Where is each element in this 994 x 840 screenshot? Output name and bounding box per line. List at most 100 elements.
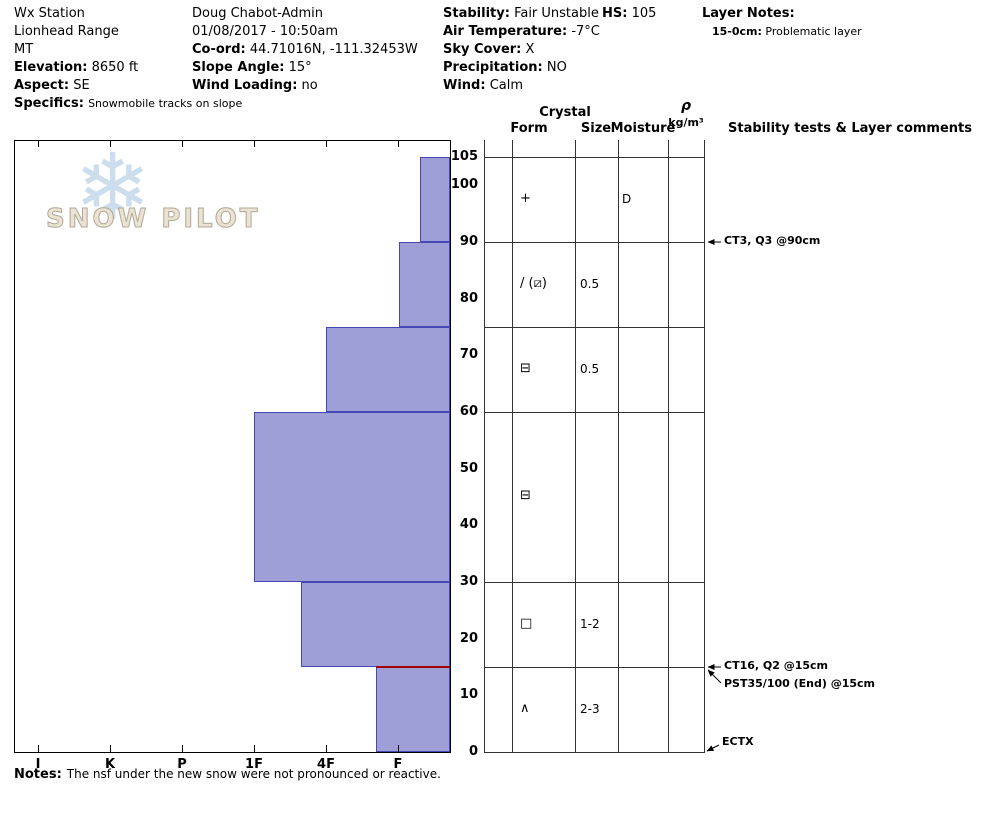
field-label: Air Temperature:	[443, 24, 568, 39]
notes: Notes: The nsf under the new snow were no…	[14, 763, 441, 782]
col-header-density-symbol: ρ	[680, 98, 692, 114]
test-arrow	[707, 669, 722, 684]
table-grid-hline	[484, 327, 705, 328]
hardness-axis-tick-bottom	[110, 745, 111, 752]
test-arrow	[706, 744, 720, 752]
hardness-axis-tick-bottom	[326, 745, 327, 752]
depth-label: 10	[459, 687, 478, 702]
hardness-axis-label: 1F	[245, 757, 263, 772]
field-label: 15-0cm:	[712, 25, 762, 38]
depth-label: 60	[459, 404, 478, 419]
snowflake-icon: ❄	[74, 134, 152, 241]
header-column-hs: HS: 105	[602, 5, 656, 23]
field-label: Aspect:	[14, 78, 70, 93]
header-field: Slope Angle: 15°	[192, 59, 418, 77]
depth-label: 90	[459, 234, 478, 249]
layer-bar	[420, 157, 450, 242]
header-field: Stability: Fair Unstable	[443, 5, 600, 23]
table-grid-vline	[575, 140, 576, 753]
field-value: NO	[546, 60, 567, 75]
depth-label: 100	[450, 177, 478, 192]
stability-test-label: CT3, Q3 @90cm	[724, 234, 821, 247]
problematic-layer-line	[376, 666, 450, 668]
table-grid-vline	[704, 140, 705, 753]
header-field: Wind: Calm	[443, 77, 600, 95]
field-value: X	[525, 42, 535, 57]
field-label: Precipitation:	[443, 60, 543, 75]
field-value: 15°	[288, 60, 312, 75]
header-field: Sky Cover: X	[443, 41, 600, 59]
field-label: Wind:	[443, 78, 486, 93]
header-field: MT	[14, 41, 242, 59]
hardness-axis-tick-bottom	[398, 745, 399, 752]
hardness-axis-tick-top	[182, 141, 183, 147]
hardness-axis-tick-bottom	[38, 745, 39, 752]
hardness-axis-tick-top	[38, 141, 39, 147]
hardness-axis-label: K	[104, 757, 116, 772]
crystal-size-value: 0.5	[580, 362, 600, 376]
hardness-axis-tick-top	[110, 141, 111, 147]
field-label: Sky Cover:	[443, 42, 522, 57]
stability-test-label: ECTX	[722, 735, 754, 748]
col-header-form: Form	[510, 121, 548, 136]
notes-label: Notes:	[14, 767, 62, 782]
field-value: MT	[14, 42, 34, 57]
crystal-size-value: 1-2	[580, 617, 600, 631]
header-field: Wx Station	[14, 5, 242, 23]
watermark-text: SNOW PILOT	[46, 204, 261, 235]
col-header-density-units: kg/m³	[668, 116, 704, 129]
notes-text: The nsf under the new snow were not pron…	[66, 767, 441, 781]
field-value: 8650 ft	[91, 60, 139, 75]
table-grid-hline	[484, 242, 705, 243]
header-column-conditions: Stability: Fair Unstable Air Temperature:…	[443, 5, 600, 95]
hardness-axis-tick-top	[398, 141, 399, 147]
field-value: 105	[631, 6, 657, 21]
depth-label: 40	[459, 517, 478, 532]
crystal-form-symbol: ⊟	[520, 488, 531, 503]
header-column-layer-notes: Layer Notes: 15-0cm: Problematic layer	[702, 5, 862, 40]
field-value: Fair Unstable	[514, 6, 599, 21]
header-column-location: Wx Station Lionhead Range MT Elevation: 865…	[14, 5, 242, 113]
hardness-axis-label: F	[393, 757, 403, 772]
field-value: Lionhead Range	[14, 24, 119, 39]
header-field: 15-0cm: Problematic layer	[702, 23, 862, 40]
depth-label: 80	[459, 291, 478, 306]
depth-label: 20	[459, 631, 478, 646]
header-field: Aspect: SE	[14, 77, 242, 95]
depth-label: 0	[468, 744, 478, 759]
header-field: Doug Chabot-Admin	[192, 5, 418, 23]
hardness-axis-tick-bottom	[254, 745, 255, 752]
hardness-axis-label: P	[177, 757, 187, 772]
header-field: Lionhead Range	[14, 23, 242, 41]
header-field: Air Temperature: -7°C	[443, 23, 600, 41]
table-grid-hline	[484, 157, 705, 158]
moisture-value: D	[622, 192, 632, 206]
hardness-axis-tick-top	[326, 141, 327, 147]
col-header-stability-tests: Stability tests & Layer comments	[728, 121, 972, 136]
field-value: SE	[73, 78, 90, 93]
field-label: Stability:	[443, 6, 510, 21]
field-value: Snowmobile tracks on slope	[88, 97, 243, 110]
field-label: Elevation:	[14, 60, 88, 75]
crystal-form-symbol: / (⧄)	[520, 276, 547, 291]
hardness-axis-tick-bottom	[182, 745, 183, 752]
table-grid-vline	[512, 140, 513, 753]
header-field: Precipitation: NO	[443, 59, 600, 77]
header-field: Layer Notes:	[702, 5, 862, 23]
header-field: Specifics: Snowmobile tracks on slope	[14, 95, 242, 113]
field-label: Specifics:	[14, 96, 84, 111]
crystal-form-symbol: ⊟	[520, 361, 531, 376]
field-label: Layer Notes:	[702, 6, 795, 21]
stability-test-label: PST35/100 (End) @15cm	[724, 677, 875, 690]
field-label: Wind Loading:	[192, 78, 298, 93]
layer-bar	[254, 412, 450, 582]
header-column-observer: Doug Chabot-Admin 01/08/2017 - 10:50am Co-…	[192, 5, 418, 95]
field-label: Slope Angle:	[192, 60, 285, 75]
field-value: Doug Chabot-Admin	[192, 6, 324, 21]
col-header-size: Size	[580, 121, 612, 136]
header-field: Wind Loading: no	[192, 77, 418, 95]
field-value: Wx Station	[14, 6, 85, 21]
col-header-moisture: Moisture	[610, 121, 676, 136]
field-value: Problematic layer	[765, 25, 862, 38]
